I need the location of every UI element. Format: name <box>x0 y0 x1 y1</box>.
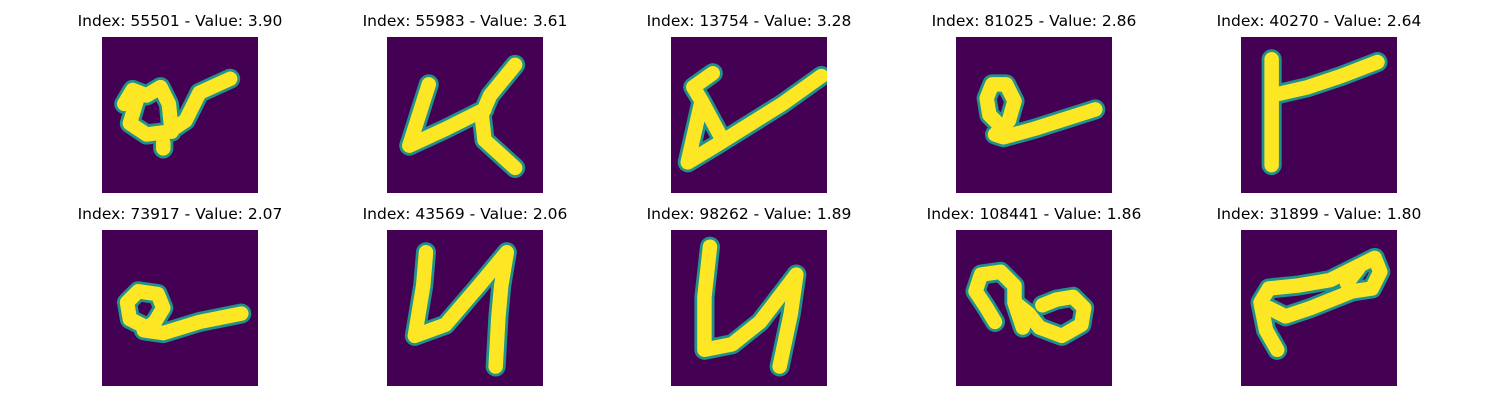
panel-title: Index: 31899 - Value: 1.80 <box>1216 205 1422 223</box>
digit-image <box>671 37 827 193</box>
panel-title: Index: 55501 - Value: 3.90 <box>77 12 283 30</box>
digit-image <box>671 230 827 386</box>
panel-title: Index: 73917 - Value: 2.07 <box>77 205 283 223</box>
digit-image <box>387 230 543 386</box>
panel-title: Index: 98262 - Value: 1.89 <box>646 205 852 223</box>
panel-title: Index: 108441 - Value: 1.86 <box>926 205 1142 223</box>
digit-image <box>102 230 258 386</box>
digit-image <box>102 37 258 193</box>
digit-image <box>387 37 543 193</box>
panel-title: Index: 81025 - Value: 2.86 <box>931 12 1137 30</box>
digit-image <box>956 37 1112 193</box>
panel-title: Index: 13754 - Value: 3.28 <box>646 12 852 30</box>
digit-image <box>956 230 1112 386</box>
digit-image <box>1241 37 1397 193</box>
digit-image <box>1241 230 1397 386</box>
panel-title: Index: 43569 - Value: 2.06 <box>362 205 568 223</box>
panel-title: Index: 40270 - Value: 2.64 <box>1216 12 1422 30</box>
panel-title: Index: 55983 - Value: 3.61 <box>362 12 568 30</box>
